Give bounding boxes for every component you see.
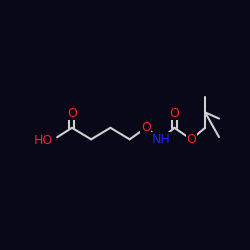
Text: NH: NH <box>152 133 171 146</box>
Text: O: O <box>67 107 77 120</box>
Text: HO: HO <box>34 134 53 146</box>
Text: O: O <box>186 133 196 146</box>
Text: O: O <box>170 107 179 120</box>
Text: O: O <box>141 121 151 134</box>
